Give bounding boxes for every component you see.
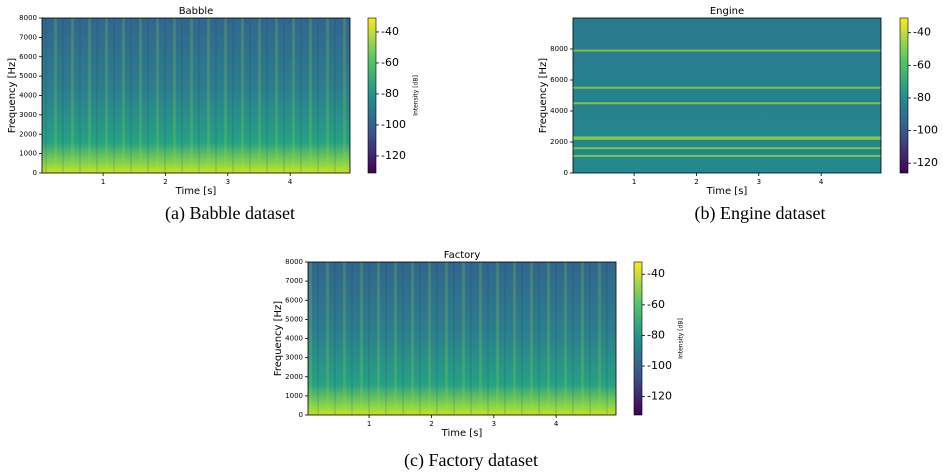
y-tick-label: 2000 [19, 130, 37, 138]
x-tick-label: 1 [367, 420, 371, 428]
x-tick-label: 3 [226, 178, 230, 186]
colorbar-tick-label: -120 [381, 149, 406, 162]
plot-title: Babble [179, 6, 214, 17]
y-tick-label: 5000 [285, 315, 303, 323]
x-axis-label: Time [s] [441, 428, 483, 439]
spectrogram-image [573, 18, 881, 173]
x-tick-label: 1 [632, 178, 636, 186]
y-tick-label: 8000 [285, 258, 303, 266]
y-tick-label: 1000 [285, 392, 303, 400]
y-tick-label: 2000 [285, 373, 303, 381]
x-tick-label: 2 [694, 178, 698, 186]
colorbar-tick-label: -80 [381, 87, 399, 100]
caption: (b) Engine dataset [695, 203, 826, 224]
y-tick-label: 1000 [19, 150, 37, 158]
y-tick-label: 7000 [285, 277, 303, 285]
y-tick-label: 8000 [550, 45, 568, 53]
spectral-line [573, 136, 881, 139]
spectral-line [573, 154, 881, 157]
colorbar-label: Intensity [dB] [678, 318, 685, 359]
y-tick-label: 8000 [19, 14, 37, 22]
colorbar-tick-label: -60 [381, 56, 399, 69]
x-tick-label: 4 [819, 178, 824, 186]
colorbar-tick-label: -40 [647, 267, 665, 280]
spectral-line [573, 49, 881, 52]
x-tick-label: 4 [554, 420, 559, 428]
x-axis-label: Time [s] [175, 186, 217, 197]
x-tick-label: 2 [429, 420, 433, 428]
y-tick-label: 6000 [550, 76, 568, 84]
y-axis-label: Frequency [Hz] [538, 58, 549, 134]
y-axis-label: Frequency [Hz] [7, 58, 18, 134]
x-tick-label: 3 [757, 178, 761, 186]
x-tick-label: 1 [101, 178, 105, 186]
spectrogram-texture [42, 18, 350, 173]
colorbar [899, 17, 909, 174]
colorbar-tick-label: -60 [913, 58, 931, 71]
spectrogram-texture [308, 262, 616, 415]
colorbar-tick-label: -120 [647, 390, 672, 403]
caption: (c) Factory dataset [404, 450, 538, 471]
colorbar-tick-label: -40 [381, 25, 399, 38]
spectral-line [573, 86, 881, 89]
x-axis-label: Time [s] [706, 186, 748, 197]
colorbar [633, 261, 643, 416]
plot-title: Engine [710, 6, 744, 17]
colorbar-tick-label: -60 [647, 298, 665, 311]
y-tick-label: 4000 [550, 107, 568, 115]
colorbar-tick-label: -40 [913, 26, 931, 39]
colorbar-tick-label: -100 [381, 118, 406, 131]
colorbar-tick-label: -120 [913, 156, 938, 169]
colorbar-tick-label: -100 [913, 124, 938, 137]
y-tick-label: 7000 [19, 33, 37, 41]
plot-frame [572, 17, 882, 174]
caption: (a) Babble dataset [165, 203, 295, 224]
plot-title: Factory [444, 250, 481, 261]
x-tick-label: 3 [492, 420, 496, 428]
x-tick-label: 2 [163, 178, 167, 186]
spectral-line [573, 137, 881, 140]
y-tick-label: 4000 [285, 335, 303, 343]
colorbar-label: Intensity [dB] [413, 75, 420, 116]
x-tick-label: 4 [288, 178, 293, 186]
y-tick-label: 3000 [19, 111, 37, 119]
y-tick-label: 4000 [19, 92, 37, 100]
colorbar-tick-label: -100 [647, 359, 672, 372]
y-axis-label: Frequency [Hz] [273, 301, 284, 377]
y-tick-label: 6000 [285, 296, 303, 304]
y-tick-label: 0 [564, 169, 568, 177]
y-tick-label: 6000 [19, 53, 37, 61]
y-tick-label: 3000 [285, 354, 303, 362]
spectral-line [573, 147, 881, 150]
colorbar-tick-label: -80 [913, 91, 931, 104]
spectral-line [573, 102, 881, 105]
colorbar-tick-label: -80 [647, 328, 665, 341]
y-tick-label: 5000 [19, 72, 37, 80]
y-tick-label: 2000 [550, 138, 568, 146]
y-tick-label: 0 [299, 411, 303, 419]
y-tick-label: 0 [33, 169, 37, 177]
colorbar [367, 17, 377, 174]
